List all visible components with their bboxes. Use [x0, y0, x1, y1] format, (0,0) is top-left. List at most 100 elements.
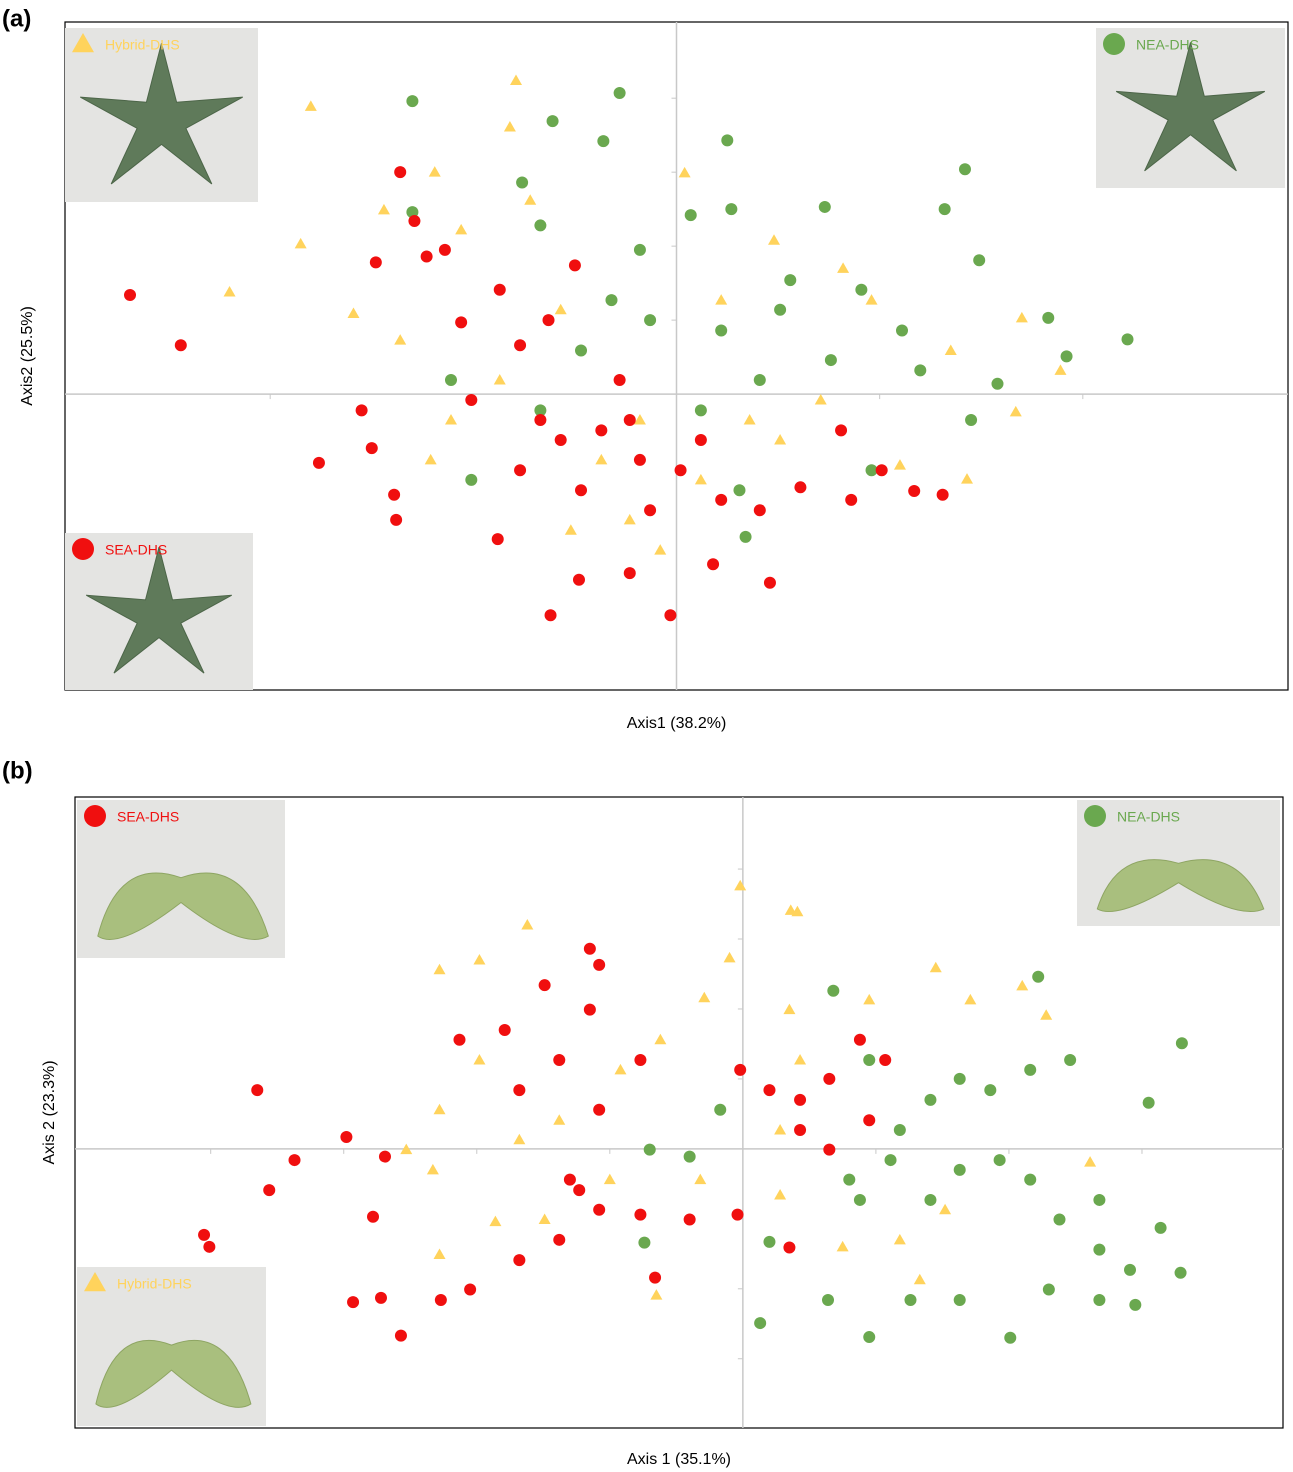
point	[394, 334, 406, 345]
point	[734, 1064, 746, 1076]
point	[924, 1094, 936, 1106]
point	[715, 294, 727, 305]
point	[863, 1114, 875, 1126]
point	[715, 494, 727, 506]
point	[1024, 1174, 1036, 1186]
point	[455, 316, 467, 328]
point	[593, 959, 605, 971]
point	[614, 87, 626, 99]
point	[715, 324, 727, 336]
point	[1176, 1037, 1188, 1049]
point	[684, 1151, 696, 1163]
point	[924, 1194, 936, 1206]
point	[1042, 312, 1054, 324]
point	[624, 514, 636, 525]
point	[224, 286, 236, 297]
point	[707, 558, 719, 570]
point	[754, 374, 766, 386]
point	[514, 464, 526, 476]
x-axis-label: Axis1 (38.2%)	[627, 715, 727, 732]
point	[721, 134, 733, 146]
point	[837, 1241, 849, 1252]
point	[685, 209, 697, 221]
point	[510, 74, 522, 85]
point	[863, 1054, 875, 1066]
point	[434, 964, 446, 975]
point	[394, 166, 406, 178]
point	[763, 1084, 775, 1096]
point	[904, 1294, 916, 1306]
point	[555, 304, 567, 315]
x-axis-label: Axis 1 (35.1%)	[627, 1451, 731, 1468]
point	[494, 284, 506, 296]
point	[494, 374, 506, 385]
point	[634, 454, 646, 466]
point	[794, 1054, 806, 1065]
point	[684, 1214, 696, 1226]
point	[1093, 1294, 1105, 1306]
point	[794, 1124, 806, 1136]
point	[614, 374, 626, 386]
point	[521, 919, 533, 930]
point	[679, 167, 691, 178]
point	[733, 484, 745, 496]
legend-label: NEA-DHS	[1117, 809, 1180, 825]
point	[489, 1216, 501, 1227]
point	[783, 1004, 795, 1015]
point	[876, 464, 888, 476]
point	[464, 1283, 476, 1295]
point	[313, 457, 325, 469]
point	[649, 1272, 661, 1284]
point	[356, 404, 368, 416]
point	[595, 454, 607, 465]
point	[823, 1144, 835, 1156]
point	[499, 1024, 511, 1036]
point	[1143, 1097, 1155, 1109]
point	[644, 504, 656, 516]
point	[473, 1054, 485, 1065]
point	[837, 262, 849, 273]
point	[513, 1134, 525, 1145]
point	[698, 992, 710, 1003]
point	[624, 567, 636, 579]
point	[465, 474, 477, 486]
point	[939, 1204, 951, 1215]
legend-marker	[1084, 805, 1106, 827]
y-axis-label: Axis 2 (23.3%)	[41, 1060, 58, 1164]
point	[388, 489, 400, 501]
point	[827, 985, 839, 997]
point	[504, 121, 516, 132]
point	[914, 364, 926, 376]
point	[694, 1174, 706, 1185]
point	[732, 1209, 744, 1221]
point	[575, 344, 587, 356]
point	[340, 1131, 352, 1143]
point	[595, 424, 607, 436]
point	[654, 544, 666, 555]
point	[251, 1084, 263, 1096]
point	[513, 1254, 525, 1266]
point	[1122, 333, 1134, 345]
point	[675, 464, 687, 476]
point	[819, 201, 831, 213]
point	[427, 1164, 439, 1175]
point	[908, 485, 920, 497]
point	[654, 1034, 666, 1045]
legend-label: Hybrid-DHS	[117, 1276, 192, 1292]
point	[695, 474, 707, 485]
point	[939, 203, 951, 215]
point	[945, 344, 957, 355]
point	[863, 994, 875, 1005]
point	[1155, 1222, 1167, 1234]
point	[768, 234, 780, 245]
point	[370, 256, 382, 268]
point	[794, 1094, 806, 1106]
panel-label: (b)	[2, 757, 33, 784]
point	[604, 1174, 616, 1185]
point	[1061, 350, 1073, 362]
point	[198, 1229, 210, 1241]
point	[593, 1104, 605, 1116]
point	[784, 274, 796, 286]
y-axis-label: Axis2 (25.5%)	[19, 306, 36, 406]
point	[914, 1274, 926, 1285]
